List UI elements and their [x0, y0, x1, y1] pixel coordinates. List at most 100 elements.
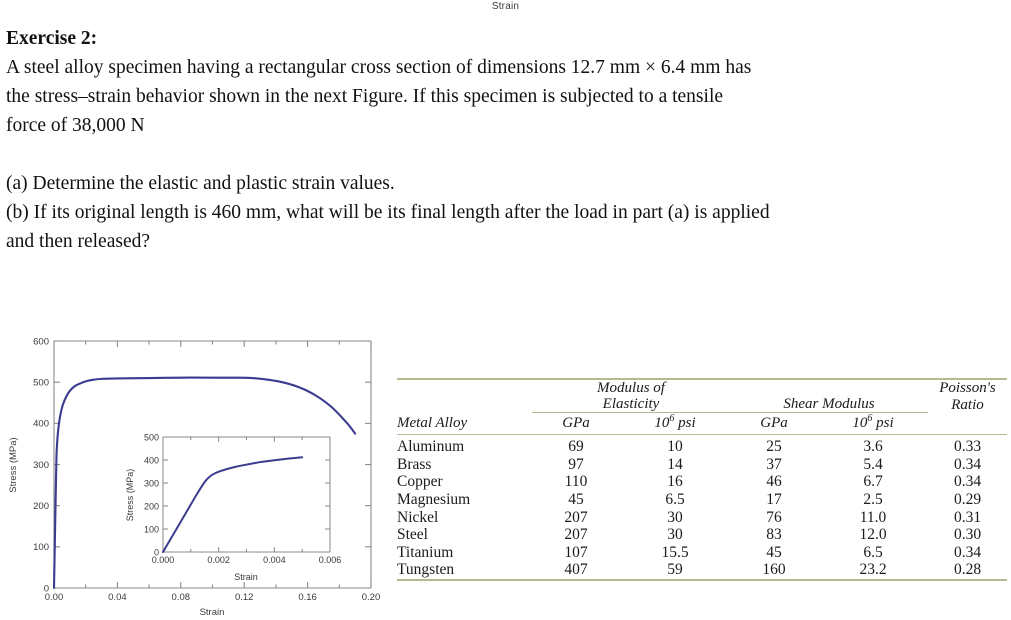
tick-label: 100 [33, 542, 49, 553]
group-header-modulus-of-elasticity-line1: Modulus of [597, 380, 665, 396]
cell-g_gpa: 25 [766, 438, 782, 456]
spacer-cell [928, 413, 1007, 433]
tick-label: 0 [154, 547, 159, 557]
question-b-line-2: and then released? [6, 231, 151, 252]
column-header-shear-gpa: GPa [760, 415, 788, 431]
cell-alloy: Aluminum [397, 438, 465, 456]
main-x-axis-title: Strain [200, 607, 225, 618]
statement-line-3: force of 38,000 N [6, 115, 145, 136]
exercise-text-block: Exercise 2: A steel alloy specimen havin… [6, 25, 1006, 256]
tick-label: 0.00 [45, 592, 64, 603]
cell-e_psi: 30 [667, 508, 683, 526]
table-row: Aluminum 69 10 25 3.6 0.33 [397, 438, 1007, 456]
cell-e_gpa: 207 [564, 526, 588, 544]
elastic-properties-table: Modulus of Poisson's Elasticity Shear Mo… [397, 380, 1007, 579]
cell-e_psi: 10 [667, 438, 683, 456]
table-head: Modulus of Poisson's Elasticity Shear Mo… [397, 380, 1007, 432]
spacer-cell [818, 380, 928, 396]
elastic-properties-table-wrap: Modulus of Poisson's Elasticity Shear Mo… [397, 378, 1007, 581]
cell-e_psi: 30 [667, 526, 683, 544]
tick-label: 0.04 [108, 592, 127, 603]
elasticity-psi-unit: psi [674, 415, 696, 431]
spacer-cell [397, 380, 532, 396]
tick-label: 300 [33, 460, 49, 471]
cell-e_psi: 6.5 [665, 490, 685, 508]
tick-label: 0.20 [362, 592, 381, 603]
column-header-metal-alloy: Metal Alloy [397, 415, 468, 431]
main-y-tick-labels: 0 100 200 300 400 500 600 [33, 336, 49, 594]
group-header-row-1: Modulus of Poisson's [397, 380, 1007, 396]
group-header-shear-modulus: Shear Modulus [730, 396, 928, 413]
shear-psi-exponent: 6 [867, 413, 873, 424]
cell-poisson: 0.30 [953, 526, 982, 544]
main-stress-strain-curve [52, 376, 357, 590]
column-header-shear-psi: 106 psi [818, 413, 928, 433]
tick-label: 400 [33, 419, 49, 430]
table-row: Magnesium 45 6.5 17 2.5 0.29 [397, 491, 1007, 509]
cell-poisson: 0.31 [953, 508, 982, 526]
cell-g_psi: 11.0 [859, 508, 887, 526]
cell-g_gpa: 45 [766, 543, 782, 561]
table-top-rule [397, 378, 1007, 380]
cell-g_gpa: 160 [762, 561, 786, 579]
elasticity-psi-base: 10 [654, 415, 670, 431]
cell-alloy: Brass [397, 455, 432, 473]
cell-poisson: 0.34 [953, 543, 982, 561]
inset-stress-strain-curve [162, 456, 304, 553]
sub-header-row: Metal Alloy GPa 106 psi GPa 106 psi [397, 413, 1007, 433]
tick-label: 0.000 [152, 555, 175, 565]
main-x-tick-labels: 0.00 0.04 0.08 0.12 0.16 0.20 [45, 592, 381, 603]
group-header-modulus-of-elasticity-line2: Elasticity [532, 396, 730, 413]
inset-y-tick-labels: 0 100 200 300 400 500 [144, 432, 159, 557]
table-bottom-rule [397, 578, 1007, 581]
header-rule [397, 432, 1007, 438]
cell-poisson: 0.34 [953, 455, 982, 473]
cell-g_psi: 5.4 [863, 455, 883, 473]
statement-line-2: the stress–strain behavior shown in the … [6, 86, 724, 107]
tick-label: 200 [33, 501, 49, 512]
cell-e_gpa: 207 [564, 508, 588, 526]
tick-label: 0.08 [172, 592, 191, 603]
cell-g_psi: 6.7 [863, 473, 883, 491]
paragraph-spacer [6, 140, 1006, 169]
cell-e_gpa: 407 [564, 561, 588, 579]
cell-poisson: 0.33 [953, 438, 982, 456]
column-header-elasticity-gpa: GPa [562, 415, 590, 431]
tick-label: 0.12 [235, 592, 254, 603]
cell-g_psi: 6.5 [863, 543, 883, 561]
table-row: Tungsten 407 59 160 23.2 0.28 [397, 561, 1007, 579]
inset-background [126, 429, 338, 571]
question-a: (a) Determine the elastic and plastic st… [6, 173, 395, 194]
cell-g_gpa: 37 [766, 455, 782, 473]
shear-psi-unit: psi [872, 415, 894, 431]
table-body: Aluminum 69 10 25 3.6 0.33 Brass 97 14 37 5.4 0.34 C… [397, 432, 1007, 579]
table-row: Titanium 107 15.5 45 6.5 0.34 [397, 544, 1007, 562]
exercise-statement: A steel alloy specimen having a rectangu… [6, 53, 1006, 256]
tick-label: 0.16 [298, 592, 317, 603]
question-b-line-1: (b) If its original length is 460 mm, wh… [6, 202, 770, 223]
tick-label: 500 [33, 378, 49, 389]
cell-g_gpa: 76 [766, 508, 782, 526]
cell-e_psi: 15.5 [661, 543, 689, 561]
elasticity-psi-exponent: 6 [669, 413, 675, 424]
cell-g_gpa: 17 [766, 490, 782, 508]
cell-e_psi: 16 [667, 473, 683, 491]
table-row: Steel 207 30 83 12.0 0.30 [397, 526, 1007, 544]
shear-psi-base: 10 [852, 415, 868, 431]
cell-alloy: Steel [397, 526, 428, 544]
stress-strain-figure: 0 100 200 300 400 500 600 0.00 0.04 0.08 0.12 0.16… [0, 325, 395, 620]
header-rule-row [397, 432, 1007, 438]
tick-label: 300 [144, 478, 159, 488]
inset-y-axis-title: Stress (MPa) [125, 469, 135, 522]
tick-label: 600 [33, 336, 49, 347]
cell-g_gpa: 46 [766, 473, 782, 491]
inset-x-axis-title: Strain [234, 572, 258, 582]
cell-alloy: Tungsten [397, 561, 455, 579]
main-x-tick-marks [53, 341, 372, 588]
cell-poisson: 0.28 [953, 561, 982, 579]
column-header-elasticity-psi: 106 psi [620, 413, 730, 433]
cell-g_psi: 12.0 [859, 526, 887, 544]
table-row: Copper 110 16 46 6.7 0.34 [397, 473, 1007, 491]
cell-e_gpa: 110 [564, 473, 588, 491]
inset-y-tick-marks [163, 436, 330, 553]
